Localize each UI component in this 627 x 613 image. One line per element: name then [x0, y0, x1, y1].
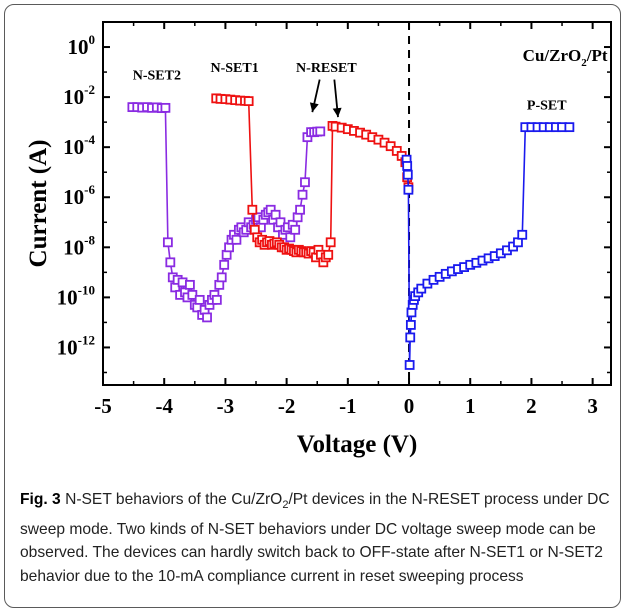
- data-point: [404, 360, 415, 370]
- x-tick-label: -3: [217, 394, 235, 418]
- chart: -5 -4 -3 -2 -1 0 1 2 3 100 10-2 10-4 10-6 10-8 10-10 10…: [25, 21, 612, 458]
- data-point: [297, 189, 308, 200]
- data-point: [402, 169, 413, 180]
- data-point: [243, 96, 254, 107]
- series-line: [405, 126, 570, 366]
- y-tick-label: 10-2: [63, 82, 95, 109]
- series-purple: [127, 102, 326, 323]
- data-point: [402, 161, 413, 171]
- caption-subscript: 2: [282, 499, 289, 512]
- data-point: [202, 312, 212, 323]
- caption-text-rest: /Pt devices in the N-RESET process under…: [20, 491, 610, 585]
- data-point: [315, 126, 326, 137]
- series-blue: [401, 122, 575, 370]
- y-tick-label: 10-8: [63, 232, 95, 259]
- x-axis-label: Voltage (V): [297, 431, 418, 458]
- data-series: [127, 93, 575, 370]
- data-point: [162, 237, 173, 248]
- x-tick-label: 0: [404, 394, 415, 418]
- data-point: [300, 177, 310, 188]
- data-point: [194, 294, 205, 305]
- series-red: [211, 93, 414, 268]
- x-tick-label: -5: [94, 394, 112, 418]
- data-point: [325, 237, 336, 248]
- sample-label: Cu/ZrO2/Pt: [523, 46, 608, 69]
- reset-arrow-head: [332, 107, 342, 118]
- data-point: [295, 204, 305, 215]
- y-axis-label: Current (A): [25, 140, 52, 268]
- plot-axes: [102, 21, 612, 386]
- reset-arrow-head: [309, 102, 319, 113]
- x-tick-label: 2: [526, 394, 537, 418]
- y-tick-label: 10-12: [57, 332, 95, 359]
- y-tick-label: 10-6: [63, 182, 95, 209]
- data-point: [247, 204, 258, 215]
- series-line: [132, 106, 321, 321]
- plot-area-border: [102, 21, 612, 386]
- data-point: [323, 249, 334, 260]
- y-tick-label: 10-10: [57, 282, 95, 309]
- caption-text-start: N-SET behaviors of the Cu/ZrO: [60, 491, 283, 508]
- data-point: [405, 320, 416, 330]
- figure-frame: [4, 4, 621, 608]
- x-tick-label: -2: [278, 394, 296, 418]
- data-point: [405, 332, 416, 343]
- data-point: [231, 234, 242, 245]
- data-point: [219, 259, 230, 270]
- data-point: [187, 289, 198, 300]
- data-point: [290, 224, 301, 235]
- figure-caption: Fig. 3 N-SET behaviors of the Cu/ZrO2/Pt…: [20, 488, 610, 588]
- annotation-n-set1: N-SET1: [210, 61, 258, 76]
- data-point: [185, 279, 195, 290]
- data-point: [416, 283, 427, 294]
- data-point: [160, 102, 171, 113]
- chart-labels: -5 -4 -3 -2 -1 0 1 2 3 100 10-2 10-4 10-6 10-8 10-10 10…: [25, 32, 608, 458]
- x-tick-label: -1: [339, 394, 357, 418]
- y-tick-label: 100: [68, 32, 96, 59]
- annotation-n-set2: N-SET2: [133, 69, 181, 84]
- annotation-p-set: P-SET: [527, 99, 567, 114]
- y-tick-label: 10-4: [63, 132, 95, 159]
- data-point: [517, 229, 528, 240]
- caption-figure-label: Fig. 3: [20, 491, 61, 508]
- data-point: [211, 294, 222, 305]
- series-line: [216, 97, 410, 265]
- data-point: [165, 257, 176, 268]
- x-tick-label: -4: [155, 394, 173, 418]
- data-point: [403, 184, 414, 195]
- annotation-n-reset: N-RESET: [296, 61, 357, 76]
- data-point: [564, 122, 575, 133]
- x-tick-label: 1: [465, 394, 476, 418]
- data-point: [216, 272, 227, 283]
- x-tick-label: 3: [587, 394, 598, 418]
